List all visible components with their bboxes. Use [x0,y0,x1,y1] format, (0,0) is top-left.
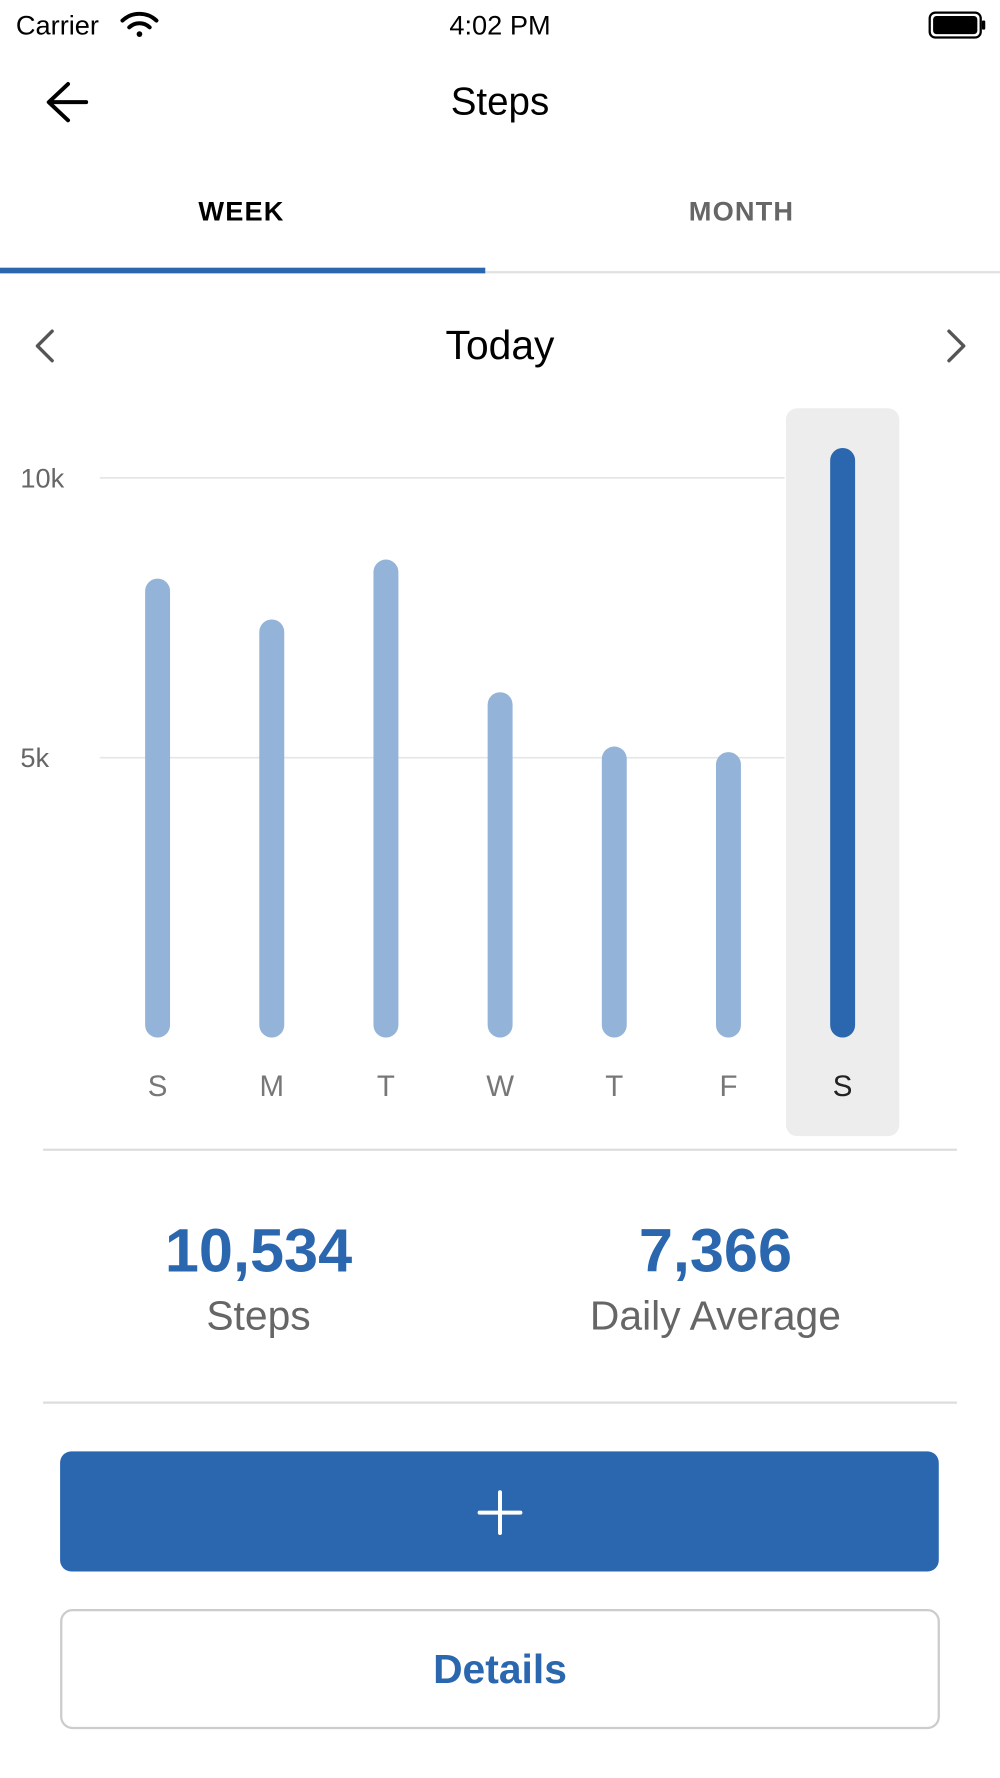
bar [601,746,627,1038]
bar [715,752,741,1038]
x-tick-label: W [486,1070,514,1103]
x-tick-label: T [377,1070,395,1103]
x-tick-label: S [833,1070,853,1103]
x-tick-label: F [719,1070,737,1103]
battery-icon [928,11,986,39]
y-tick-label: 10k [20,462,64,493]
tab-divider [0,271,1000,274]
stat-label: Steps [206,1292,310,1338]
wifi-icon [120,11,159,37]
back-button[interactable] [46,82,89,123]
stat-value: 7,366 [639,1217,792,1285]
x-tick-label: M [259,1070,284,1103]
stat-label: Daily Average [590,1292,841,1338]
bar [259,619,285,1038]
bar [487,692,513,1038]
bar [830,447,856,1038]
clock: 4:02 PM [449,10,550,41]
bar [373,559,399,1038]
page-title: Steps [451,81,550,124]
y-tick-label: 5k [20,742,49,773]
bar [145,578,171,1038]
chart: 5k 10k S M T W T F S [20,408,900,1137]
next-button[interactable] [947,329,966,363]
add-button[interactable] [60,1451,939,1572]
carrier: Carrier [16,10,99,41]
period-label: Today [446,322,555,368]
prev-button[interactable] [35,329,54,363]
x-tick-label: T [605,1070,623,1103]
tab-month[interactable]: MONTH [689,195,794,226]
tab-week[interactable]: WEEK [198,195,284,226]
details-button[interactable]: Details [60,1608,940,1730]
tab-indicator [0,267,486,274]
x-tick-label: S [148,1070,168,1103]
stat-value: 10,534 [165,1217,352,1285]
details-label: Details [433,1646,567,1692]
